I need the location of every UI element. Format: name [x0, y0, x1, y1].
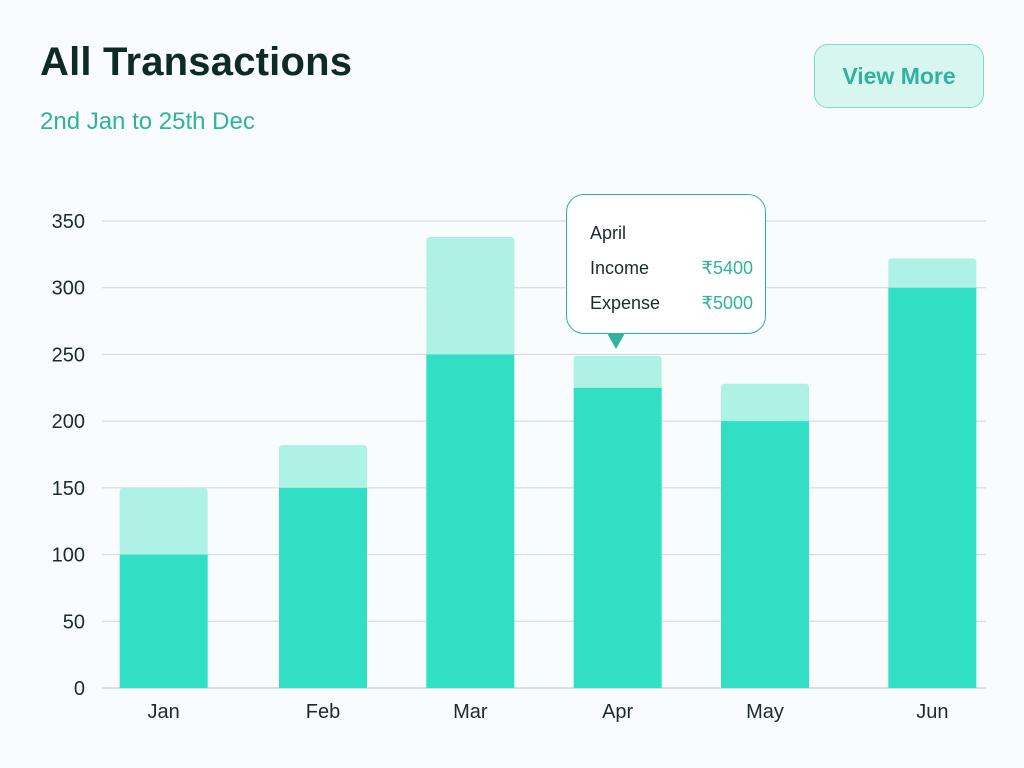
- tooltip-expense-value: ₹5000: [701, 293, 754, 313]
- x-tick-label: Feb: [306, 701, 340, 723]
- bar-segment-top-jan[interactable]: [119, 487, 208, 555]
- grid-lines: [102, 220, 986, 689]
- bar-segment-base-feb[interactable]: [279, 487, 367, 688]
- tooltip-income-label: Income: [590, 258, 650, 278]
- bar-segment-base-jan[interactable]: [119, 554, 208, 688]
- page-title: All Transactions: [40, 40, 353, 84]
- tooltip-arrow: [607, 333, 625, 349]
- x-tick-label: Jan: [148, 701, 180, 723]
- y-tick-label: 200: [52, 411, 85, 433]
- x-tick-label: May: [746, 701, 784, 723]
- view-more-button[interactable]: View More: [814, 44, 984, 108]
- date-range-subtitle: 2nd Jan to 25th Dec: [40, 108, 255, 135]
- tooltip-income-value: ₹5400: [701, 258, 754, 278]
- y-tick-label: 50: [63, 611, 85, 633]
- tooltip-expense-row: Expense ₹5000: [590, 293, 753, 314]
- bar-segment-top-jun[interactable]: [888, 258, 977, 288]
- x-tick-label: Mar: [453, 701, 488, 723]
- tooltip-expense-label: Expense: [590, 293, 661, 313]
- y-tick-label: 150: [52, 478, 85, 500]
- bar-segment-top-may[interactable]: [721, 383, 809, 422]
- bar-segment-top-mar[interactable]: [426, 237, 515, 355]
- y-axis-ticks: 0 50 100 150 200 250 300 350: [52, 211, 85, 700]
- y-tick-label: 250: [52, 344, 85, 366]
- bar-segment-base-mar[interactable]: [426, 354, 515, 688]
- y-tick-label: 300: [52, 278, 85, 300]
- x-axis-ticks: Jan Feb Mar Apr May Jun: [148, 701, 949, 723]
- x-tick-label: Apr: [602, 701, 633, 723]
- bar-tooltip: April Income ₹5400 Expense ₹5000: [566, 194, 766, 349]
- y-tick-label: 0: [74, 678, 85, 700]
- y-tick-label: 350: [52, 211, 85, 233]
- y-tick-label: 100: [52, 545, 85, 567]
- tooltip-income-row: Income ₹5400: [590, 258, 753, 279]
- bar-segment-base-may[interactable]: [721, 421, 809, 688]
- bar-segment-top-apr[interactable]: [573, 355, 662, 388]
- bar-segment-base-apr[interactable]: [573, 387, 662, 688]
- x-tick-label: Jun: [916, 701, 948, 723]
- tooltip-month: April: [590, 223, 627, 243]
- bars: [119, 237, 977, 688]
- bar-segment-base-jun[interactable]: [888, 287, 977, 688]
- bar-segment-top-feb[interactable]: [279, 445, 367, 488]
